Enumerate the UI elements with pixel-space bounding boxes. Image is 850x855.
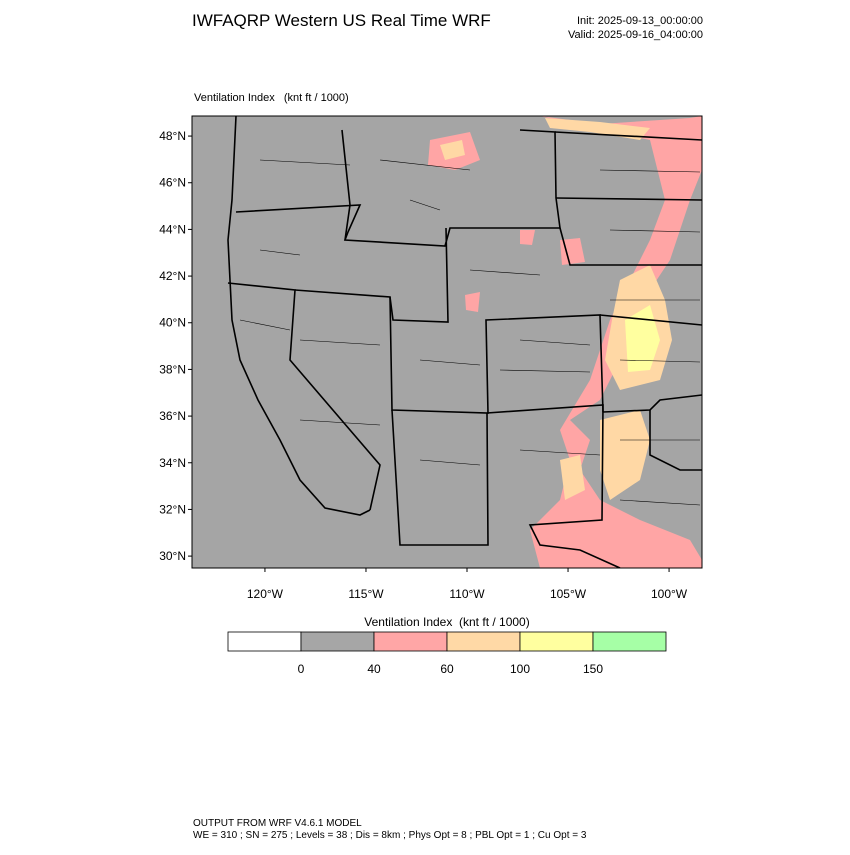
map [191, 115, 703, 569]
colorbar-label: 40 [367, 662, 381, 676]
x-tick-label: 115°W [348, 587, 384, 601]
colorbar-label: 150 [583, 662, 603, 676]
y-tick-label: 32°N [159, 502, 186, 516]
colorbar-box [373, 631, 448, 652]
title: IWFAQRP Western US Real Time WRF [192, 11, 491, 30]
valid-time: Valid: 2025-09-16_04:00:00 [568, 29, 703, 41]
borders [227, 116, 702, 568]
colorbar-box [227, 631, 302, 652]
x-tick-label: 105°W [550, 587, 587, 601]
y-tick-label: 30°N [159, 549, 186, 563]
colorbar-label: 100 [510, 662, 530, 676]
plot-label: Ventilation Index (knt ft / 1000) [194, 92, 349, 104]
init-time: Init: 2025-09-13_00:00:00 [577, 15, 703, 27]
colorbar-box [446, 631, 521, 652]
y-tick-label: 38°N [159, 362, 186, 376]
y-tick-label: 40°N [159, 316, 186, 330]
y-tick-label: 36°N [159, 409, 186, 423]
x-tick-label: 120°W [247, 587, 284, 601]
map-frame [191, 115, 703, 569]
colorbar-title: Ventilation Index (knt ft / 1000) [364, 615, 529, 629]
colorbar-box [300, 631, 375, 652]
colorbar-label: 60 [440, 662, 454, 676]
y-tick-label: 34°N [159, 456, 186, 470]
shading [428, 116, 702, 568]
footer-line: WE = 310 ; SN = 275 ; Levels = 38 ; Dis … [193, 830, 587, 841]
x-tick-label: 100°W [651, 587, 688, 601]
y-tick-label: 42°N [159, 269, 186, 283]
footer-line: OUTPUT FROM WRF V4.6.1 MODEL [193, 818, 362, 829]
x-tick-label: 110°W [449, 587, 485, 601]
y-tick-label: 46°N [159, 176, 186, 190]
colorbar-box [592, 631, 667, 652]
y-tick-label: 44°N [159, 222, 186, 236]
colorbar-box [519, 631, 594, 652]
y-tick-label: 48°N [159, 129, 186, 143]
colorbar-label: 0 [298, 662, 305, 676]
